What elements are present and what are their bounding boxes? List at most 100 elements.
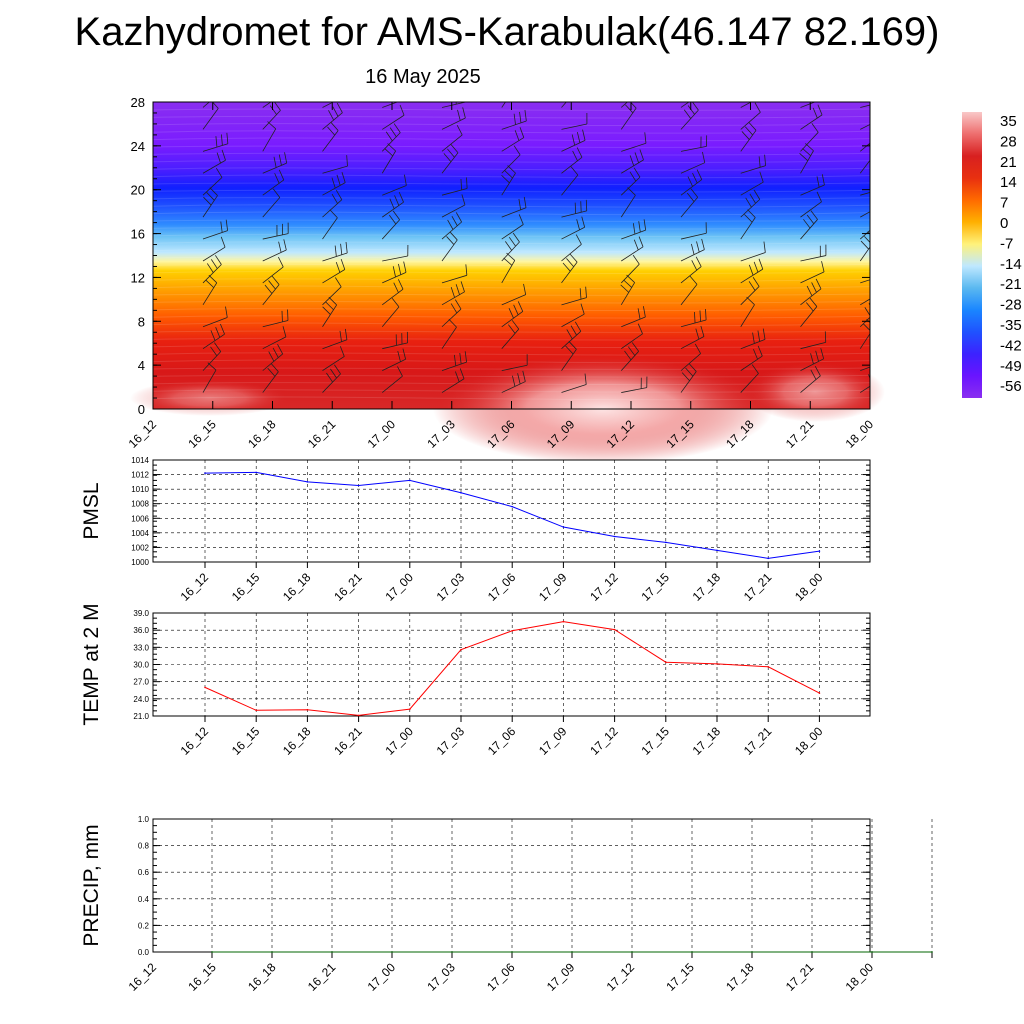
heatmap-ytick-label: 20 [131,183,145,198]
wind-barb [561,166,579,196]
temp-ytick-label: 39.0 [133,609,149,618]
temp-point [409,708,411,710]
heatmap-ytick-label: 16 [131,227,145,242]
heatmap-contour [152,315,871,319]
temp-ylabel: TEMP at 2 M [80,603,103,725]
pmsl-point [818,550,821,552]
heatmap-contour [152,337,871,341]
temp-ytick-label: 36.0 [133,626,149,635]
heatmap-warm-patch [130,380,290,416]
wind-barb [800,210,818,240]
wind-barb [322,209,338,240]
wind-barb [800,123,819,152]
wind-barb [561,113,588,130]
wind-barb [322,241,348,262]
wind-barb [740,121,757,152]
wind-barb [680,102,690,108]
wind-barb [441,125,463,152]
temp-xtick-label: 16_21 [331,724,365,758]
heatmap-xtick-label: 18_00 [843,417,877,451]
precip-ytick-label: 0.0 [138,948,150,957]
pmsl-point [716,549,718,552]
wind-barb [561,321,582,349]
wind-barb [322,296,337,327]
precip-point [691,951,693,953]
wind-barb [620,102,628,108]
pmsl-ytick-label: 1004 [131,529,149,538]
wind-barb [680,102,699,130]
heatmap-ytick-label: 4 [138,358,145,373]
wind-barb [680,188,699,218]
wind-barb [860,112,870,130]
wind-barb [800,244,827,262]
heatmap-contour [152,211,871,216]
precip-ytick-label: 1.0 [138,815,150,824]
wind-barb [740,102,761,130]
temp-xtick-label: 16_15 [229,724,263,758]
wind-barb [860,211,870,218]
heatmap-contour [152,308,871,312]
wind-barb [441,318,457,349]
wind-barb [262,152,288,174]
temp-ytick-label: 30.0 [133,661,149,670]
colorbar-label: 21 [1000,154,1017,171]
temp-xtick-label: 17_00 [382,724,416,758]
wind-barb [680,325,705,350]
temp-xtick-label: 17_06 [485,724,519,758]
wind-barb [800,278,822,306]
wind-barb [620,167,641,196]
wind-barb [621,376,648,393]
wind-barb [501,127,525,152]
wind-barb [860,279,870,284]
wind-barb [202,255,222,284]
temp-xtick-label: 17_18 [690,724,724,758]
wind-barb [859,142,870,152]
precip-point [931,951,933,953]
wind-barb [262,222,289,240]
wind-barb [381,210,400,240]
wind-barb [501,283,527,306]
wind-barb [680,135,708,152]
pmsl-point [357,484,360,487]
wind-barb [441,212,462,240]
pmsl-xtick-label: 17_12 [587,570,621,604]
wind-barb [860,104,870,108]
wind-barb [680,222,707,240]
precip-xtick-label: 17_00 [365,960,399,994]
heatmap-xtick-label: 16_12 [126,417,160,451]
precip-xtick-label: 17_15 [663,960,697,994]
heatmap-contour [152,389,871,393]
wind-barb [202,187,218,218]
wind-barb [322,102,335,108]
wind-barb [382,348,407,371]
precip-xtick-label: 17_12 [604,960,638,994]
heatmap-contour [152,160,871,164]
heatmap-xtick-label: 16_15 [185,417,219,451]
pmsl-xtick-label: 17_18 [690,570,724,604]
wind-barb [441,231,458,262]
pmsl-ytick-label: 1002 [131,543,149,552]
heatmap-contour [152,396,871,401]
precip-xtick-label: 16_15 [185,960,219,994]
wind-barb [501,320,520,349]
precip-point [511,951,513,953]
temp-xtick-label: 16_12 [178,724,212,758]
wind-barb [322,346,345,371]
heatmap-xtick-label: 17_21 [783,417,817,451]
precip-point [751,951,753,953]
wind-barb [620,342,639,371]
wind-barb [621,306,646,328]
wind-barb [561,341,577,371]
precip-point [271,951,273,953]
wind-barb [381,366,403,393]
pmsl-ytick-label: 1010 [131,485,149,494]
pmsl-xtick-label: 17_09 [536,570,570,604]
heatmap-contour [152,256,871,259]
pmsl-ytick-label: 1012 [131,471,149,480]
wind-barb [621,149,644,174]
temp-point [511,629,513,632]
wind-barb [680,151,706,174]
wind-barb [561,216,586,240]
wind-barb [620,187,636,218]
